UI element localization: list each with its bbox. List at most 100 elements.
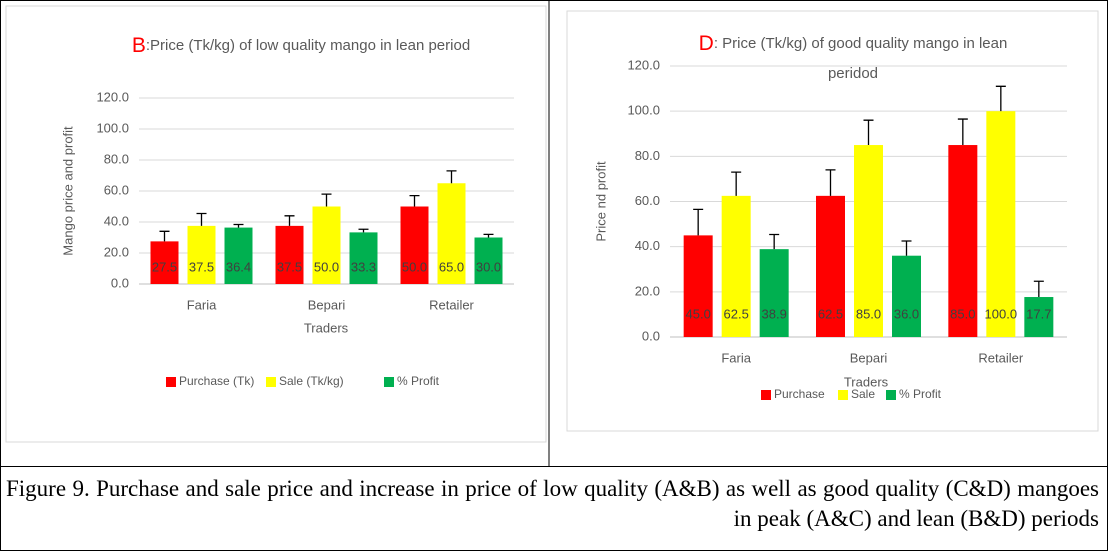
bar xyxy=(948,145,978,337)
data-label: 50.0 xyxy=(314,259,339,274)
y-axis-label: Mango price and profit xyxy=(60,126,75,256)
charts: B:Price (Tk/kg) of low quality mango in … xyxy=(5,1,1099,466)
y-tick-label: 60.0 xyxy=(635,193,660,208)
legend-swatch xyxy=(761,390,771,400)
error-bar xyxy=(321,193,332,207)
error-bar xyxy=(284,215,295,226)
error-bar xyxy=(446,170,457,184)
error-bar xyxy=(863,119,874,146)
y-tick-label: 60.0 xyxy=(104,182,129,197)
chart-title: peridod xyxy=(828,65,878,82)
error-bar xyxy=(1033,280,1044,298)
y-tick-label: 20.0 xyxy=(635,283,660,298)
bar xyxy=(224,227,253,284)
bar xyxy=(816,195,845,337)
error-bar xyxy=(159,230,170,242)
error-bar xyxy=(995,85,1006,112)
y-tick-label: 40.0 xyxy=(635,238,660,253)
error-bar xyxy=(693,208,704,236)
data-label: 37.5 xyxy=(277,259,302,274)
y-tick-label: 40.0 xyxy=(104,213,129,228)
data-label: 62.5 xyxy=(724,306,749,321)
data-label: 36.4 xyxy=(226,259,251,274)
y-tick-label: 0.0 xyxy=(111,275,129,290)
x-tick-label: Retailer xyxy=(429,297,474,312)
legend-swatch xyxy=(166,377,176,387)
error-bar xyxy=(901,240,912,256)
data-label: 65.0 xyxy=(439,259,464,274)
bar xyxy=(349,232,378,284)
chart-title: D: Price (Tk/kg) of good quality mango i… xyxy=(699,32,1008,55)
error-bar xyxy=(409,195,420,207)
y-tick-label: 100.0 xyxy=(96,120,129,135)
caption: Figure 9. Purchase and sale price and in… xyxy=(1,466,1107,550)
bar xyxy=(400,206,429,284)
bar xyxy=(721,195,751,337)
legend-swatch xyxy=(384,377,394,387)
x-tick-label: Retailer xyxy=(978,350,1023,365)
error-bar xyxy=(358,228,369,233)
x-tick-label: Bepari xyxy=(308,297,346,312)
bar xyxy=(312,206,341,284)
error-bar xyxy=(731,171,742,196)
bar xyxy=(150,241,179,284)
title-text: : Price (Tk/kg) of good quality mango in… xyxy=(714,35,1007,52)
x-axis-label: Traders xyxy=(304,320,349,335)
bar xyxy=(187,225,216,284)
bar xyxy=(1024,297,1054,337)
data-label: 45.0 xyxy=(686,306,711,321)
y-tick-label: 120.0 xyxy=(627,57,660,72)
data-label: 38.9 xyxy=(762,306,787,321)
data-label: 62.5 xyxy=(818,306,843,321)
data-label: 33.3 xyxy=(351,259,376,274)
title-letter: D xyxy=(699,32,714,55)
x-axis-label: Traders xyxy=(844,374,889,389)
y-tick-label: 100.0 xyxy=(627,103,660,118)
legend-swatch xyxy=(838,390,848,400)
legend-swatch xyxy=(266,377,276,387)
data-label: 100.0 xyxy=(985,306,1018,321)
data-label: 30.0 xyxy=(476,259,501,274)
y-tick-label: 20.0 xyxy=(104,244,129,259)
error-bar xyxy=(769,233,780,250)
bar xyxy=(759,249,789,337)
title-letter: B xyxy=(132,34,146,57)
y-tick-label: 80.0 xyxy=(104,151,129,166)
bar xyxy=(683,235,713,337)
data-label: 36.0 xyxy=(894,306,919,321)
data-label: 50.0 xyxy=(402,259,427,274)
x-tick-label: Faria xyxy=(187,297,217,312)
legend-label: Purchase xyxy=(774,387,825,401)
title-text: peridod xyxy=(828,65,878,82)
y-tick-label: 0.0 xyxy=(642,328,660,343)
legend-label: % Profit xyxy=(899,387,942,401)
data-label: 85.0 xyxy=(950,306,975,321)
x-tick-label: Faria xyxy=(721,350,751,365)
legend-label: Purchase (Tk) xyxy=(179,374,254,388)
error-bar xyxy=(233,223,244,228)
legend-label: Sale xyxy=(851,387,875,401)
x-tick-label: Bepari xyxy=(850,350,888,365)
y-tick-label: 80.0 xyxy=(635,148,660,163)
error-bar xyxy=(825,169,836,196)
data-label: 37.5 xyxy=(189,259,214,274)
error-bar xyxy=(196,212,207,226)
legend-swatch xyxy=(886,390,896,400)
data-label: 17.7 xyxy=(1026,306,1051,321)
error-bar xyxy=(483,233,494,238)
data-label: 27.5 xyxy=(152,259,177,274)
bar xyxy=(275,225,304,284)
error-bar xyxy=(957,118,968,146)
title-text: :Price (Tk/kg) of low quality mango in l… xyxy=(146,37,470,54)
y-tick-label: 120.0 xyxy=(96,89,129,104)
data-label: 85.0 xyxy=(856,306,881,321)
legend-label: % Profit xyxy=(397,374,440,388)
bar xyxy=(474,237,503,284)
legend-label: Sale (Tk/kg) xyxy=(279,374,344,388)
bar xyxy=(854,145,883,337)
bar xyxy=(437,183,466,284)
bar xyxy=(892,255,921,337)
bar xyxy=(986,111,1016,338)
chart-title: B:Price (Tk/kg) of low quality mango in … xyxy=(132,34,470,57)
